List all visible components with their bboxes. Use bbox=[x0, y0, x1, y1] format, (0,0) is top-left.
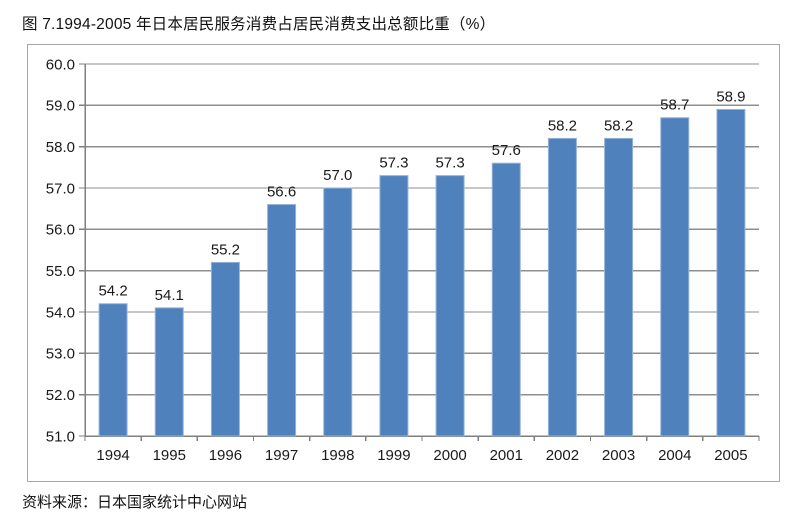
bar bbox=[210, 261, 240, 437]
x-tick-label: 2002 bbox=[546, 447, 579, 464]
chart-frame: 51.0 52.0 53.0 54.0 55.0 56.0 57.0 58.0 59.0 60.0… bbox=[27, 44, 780, 482]
x-tick-label: 2000 bbox=[433, 447, 466, 464]
x-tick-label: 2005 bbox=[714, 447, 747, 464]
bar bbox=[98, 303, 128, 437]
bar-value-label: 55.2 bbox=[211, 241, 240, 258]
x-tick-label: 2004 bbox=[658, 447, 691, 464]
bar-value-label: 58.9 bbox=[716, 88, 745, 105]
bar bbox=[660, 117, 690, 437]
bar bbox=[435, 175, 465, 437]
bar-value-label: 58.2 bbox=[548, 117, 577, 134]
bar bbox=[323, 187, 353, 437]
bar bbox=[154, 307, 184, 437]
bar bbox=[267, 204, 297, 437]
y-tick-label: 58.0 bbox=[46, 139, 75, 156]
bar-value-label: 57.3 bbox=[435, 155, 464, 172]
y-tick-label: 52.0 bbox=[46, 387, 75, 404]
y-tick-label: 57.0 bbox=[46, 180, 75, 197]
source-note: 资料来源：日本国家统计中心网站 bbox=[22, 494, 248, 511]
bar bbox=[604, 137, 634, 437]
x-tick-label: 1994 bbox=[96, 447, 129, 464]
y-tick-label: 59.0 bbox=[46, 98, 75, 115]
bar-value-label: 57.0 bbox=[323, 167, 352, 184]
y-tick-label: 53.0 bbox=[46, 346, 75, 363]
y-tick-label: 60.0 bbox=[46, 56, 75, 73]
x-tick-label: 1995 bbox=[153, 447, 186, 464]
bar-value-label: 54.1 bbox=[155, 287, 184, 304]
y-tick-label: 55.0 bbox=[46, 263, 75, 280]
figure-title: 图 7.1994-2005 年日本居民服务消费占居民消费支出总额比重（%） bbox=[22, 16, 496, 33]
y-tick-label: 51.0 bbox=[46, 428, 75, 445]
bar-value-label: 56.6 bbox=[267, 184, 296, 201]
y-tick-label: 54.0 bbox=[46, 304, 75, 321]
bar-value-label: 57.6 bbox=[492, 142, 521, 159]
x-tick-label: 1999 bbox=[377, 447, 410, 464]
bar bbox=[547, 137, 577, 437]
y-tick-label: 56.0 bbox=[46, 222, 75, 239]
x-tick-label: 1997 bbox=[265, 447, 298, 464]
bar-value-label: 57.3 bbox=[379, 155, 408, 172]
bar-value-label: 54.2 bbox=[98, 283, 127, 300]
x-tick-label: 2003 bbox=[602, 447, 635, 464]
bar bbox=[491, 162, 521, 437]
x-tick-label: 1998 bbox=[321, 447, 354, 464]
bar-value-label: 58.7 bbox=[660, 97, 689, 114]
bar bbox=[716, 108, 746, 437]
bar-chart: 51.0 52.0 53.0 54.0 55.0 56.0 57.0 58.0 59.0 60.0… bbox=[46, 56, 760, 464]
bar bbox=[379, 175, 409, 437]
x-tick-label: 1996 bbox=[209, 447, 242, 464]
bar-value-label: 58.2 bbox=[604, 117, 633, 134]
x-tick-label: 2001 bbox=[490, 447, 523, 464]
